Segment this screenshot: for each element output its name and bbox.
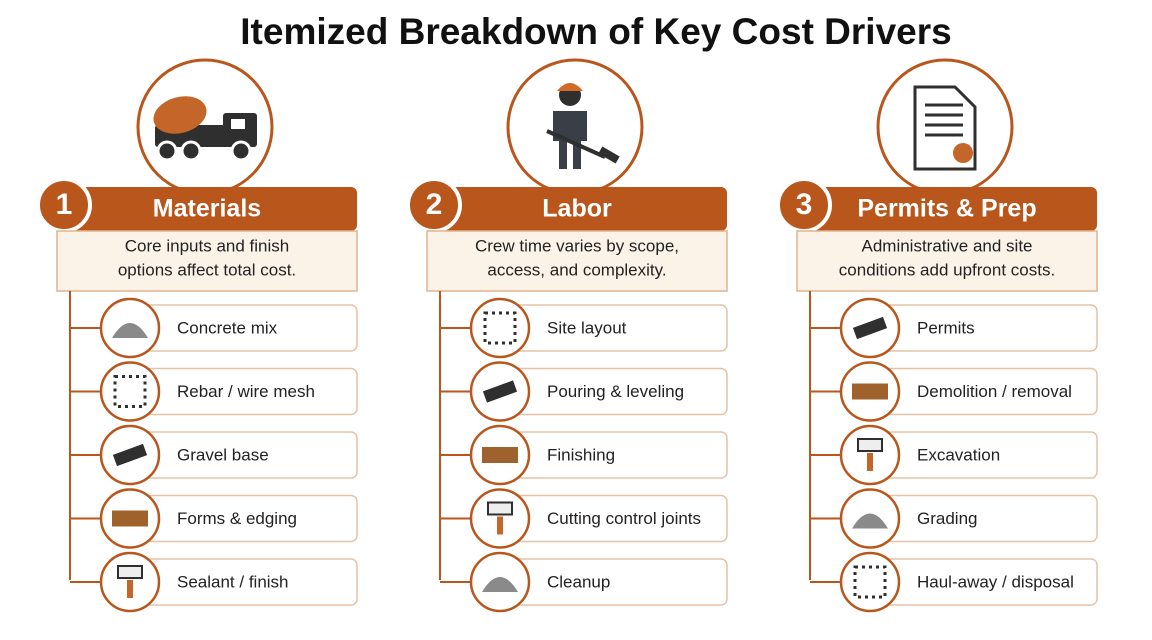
item-box — [869, 494, 1098, 543]
icon-part — [852, 383, 888, 400]
icon-part — [853, 565, 887, 599]
item-label: Finishing — [547, 445, 615, 464]
icon-part — [482, 577, 518, 592]
header-bar — [810, 187, 1097, 231]
icon-part — [112, 443, 148, 467]
icon-part — [113, 375, 147, 408]
item-label: Sealant / finish — [177, 572, 289, 591]
item-label: Gravel base — [177, 445, 269, 464]
item-label: Site layout — [547, 318, 627, 337]
column-number: 2 — [426, 188, 443, 221]
icon-part — [546, 129, 606, 159]
description-line: conditions add upfront costs. — [839, 260, 1055, 279]
icon-part — [487, 501, 513, 516]
item-box — [499, 558, 728, 606]
icon-part — [153, 96, 207, 134]
description-line: Core inputs and finish — [125, 236, 289, 255]
item-label: Cutting control joints — [547, 509, 701, 528]
icon-part — [482, 447, 518, 463]
column-title: Materials — [153, 195, 261, 223]
item-label: Haul-away / disposal — [917, 572, 1074, 591]
description-box — [426, 230, 728, 292]
icon-part — [112, 323, 148, 338]
item-icon-circle — [99, 361, 161, 422]
icon-part — [230, 140, 252, 162]
item-label: Rebar / wire mesh — [177, 382, 315, 401]
icon-part — [112, 510, 148, 527]
icon-part — [953, 143, 973, 163]
description-line: Crew time varies by scope, — [475, 236, 679, 255]
icon-part — [127, 580, 133, 598]
icon-part — [483, 311, 517, 345]
item-label: Concrete mix — [177, 318, 278, 337]
item-label: Forms & edging — [177, 509, 297, 528]
icon-part — [852, 316, 888, 340]
description-line: access, and complexity. — [487, 260, 666, 279]
item-label: Grading — [917, 509, 977, 528]
column-number: 1 — [56, 188, 73, 221]
icon-part — [598, 146, 620, 164]
description-box — [56, 230, 358, 292]
item-label: Permits — [917, 318, 975, 337]
description-box — [796, 230, 1098, 292]
icon-part — [497, 516, 503, 535]
item-label: Pouring & leveling — [547, 382, 684, 401]
column-title: Permits & Prep — [857, 195, 1036, 223]
icon-part — [156, 140, 178, 162]
item-box — [869, 304, 1098, 352]
description-line: Administrative and site — [861, 236, 1032, 255]
item-icon-circle — [839, 551, 901, 613]
icon-part — [867, 453, 873, 471]
header-bar — [70, 187, 357, 231]
icon-part — [857, 438, 883, 452]
item-label: Excavation — [917, 445, 1000, 464]
icon-part — [231, 119, 245, 129]
item-label: Cleanup — [547, 572, 610, 591]
header-bar — [440, 187, 727, 231]
icon-part — [482, 380, 518, 403]
item-label: Demolition / removal — [917, 382, 1072, 401]
column-number: 3 — [796, 188, 813, 221]
column-title: Labor — [542, 195, 612, 223]
icon-part — [180, 140, 202, 162]
icon-part — [117, 565, 143, 579]
item-icon-circle — [469, 297, 531, 359]
icon-part — [557, 83, 583, 91]
page-title: Itemized Breakdown of Key Cost Drivers — [240, 11, 951, 52]
icon-part — [852, 513, 888, 529]
description-line: options affect total cost. — [118, 260, 296, 279]
